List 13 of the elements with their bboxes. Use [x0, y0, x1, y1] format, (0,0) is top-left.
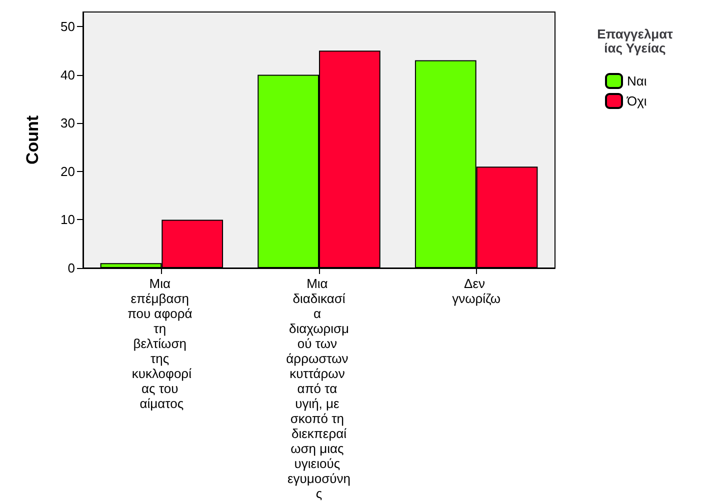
y-tick-label: 0	[68, 260, 75, 276]
x-tick-label: Δεν γνωρίζω	[452, 276, 501, 306]
y-tick-label: 10	[60, 212, 75, 228]
legend-label: Όχι	[626, 94, 647, 108]
legend-title: Επαγγελματίας Υγείας	[597, 26, 674, 56]
y-tick-label: 30	[60, 116, 75, 131]
legend-label: Ναι	[627, 74, 647, 88]
y-tick-label: 50	[60, 18, 75, 34]
category-label: Μια επέμβαση που αφορά τη βελτίωση της κυκλοφορίας του αίματος	[127, 276, 192, 411]
y-tick-label: 40	[60, 67, 75, 82]
category-label: Μια διαδικασία διαχωρισμού των άρρωστων κυττάρων από τα υγιή, με σκοπό τη διεκπεραίωση μιας υγιειούς εγυμοσύνης	[286, 276, 350, 501]
y-tick-label: 20	[60, 164, 75, 179]
y-axis-title: Count	[23, 115, 42, 165]
